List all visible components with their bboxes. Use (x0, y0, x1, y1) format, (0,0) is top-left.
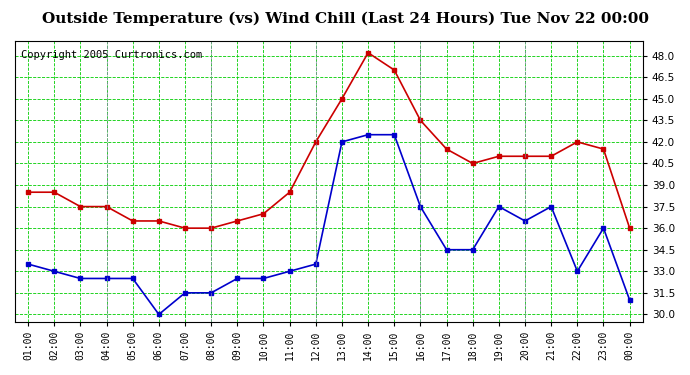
Text: Outside Temperature (vs) Wind Chill (Last 24 Hours) Tue Nov 22 00:00: Outside Temperature (vs) Wind Chill (Las… (41, 11, 649, 26)
Text: Copyright 2005 Curtronics.com: Copyright 2005 Curtronics.com (21, 50, 203, 60)
